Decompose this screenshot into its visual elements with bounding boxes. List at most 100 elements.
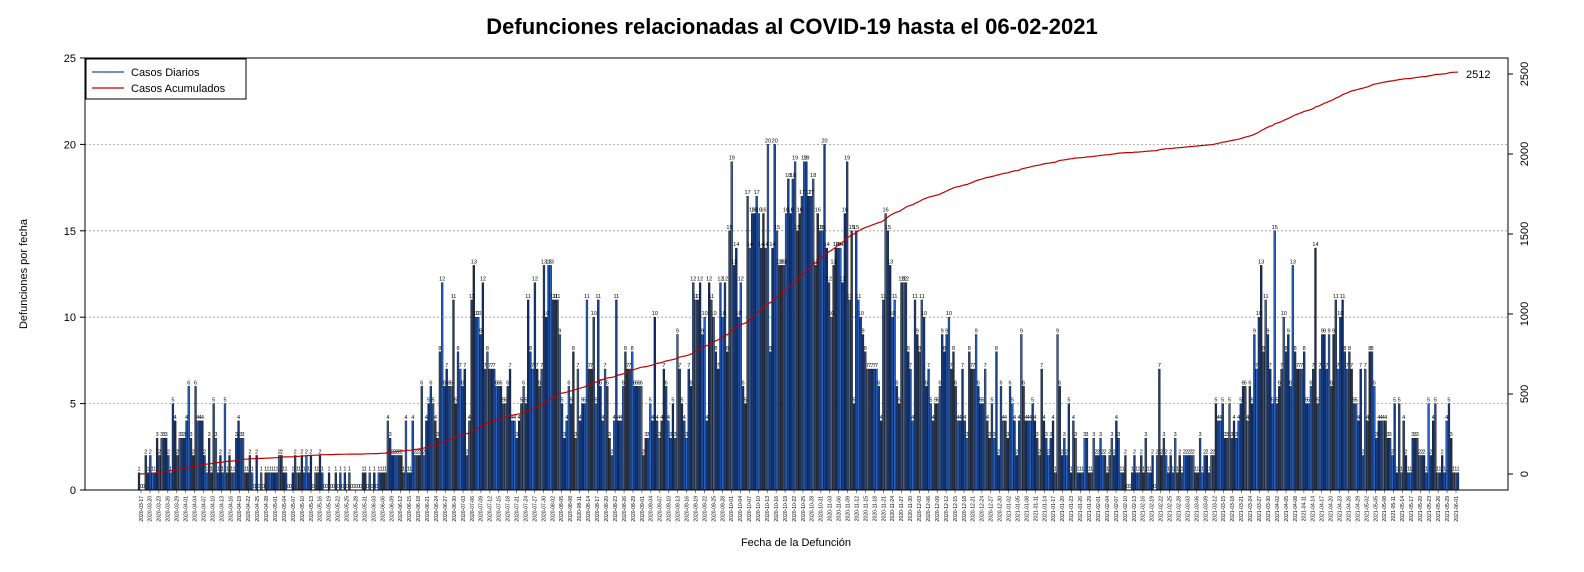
bar [495, 386, 498, 491]
bar-value-label: 10 [735, 311, 741, 317]
bar-value-label: 6 [447, 380, 450, 386]
bar-value-label: 11 [1333, 294, 1339, 300]
bar-value-label: 6 [925, 380, 928, 386]
bar [241, 437, 245, 491]
bar [855, 230, 858, 491]
bar-value-label: 12 [717, 277, 723, 283]
bar-value-label: 7 [1312, 363, 1315, 369]
bar-value-label: 3 [988, 432, 991, 438]
x-tick-label: 2021-02-04 [1105, 496, 1111, 522]
bar [637, 386, 641, 491]
bar-value-label: 6 [506, 380, 509, 386]
bar-value-label: 1 [328, 467, 331, 473]
bar-value-label: 10 [591, 311, 597, 317]
bar [934, 403, 937, 491]
bar-value-label: 14 [747, 242, 753, 248]
bar [658, 437, 661, 491]
bar [999, 386, 1003, 491]
bar-value-label: 2 [413, 449, 416, 455]
bar-value-label: 2 [1169, 449, 1172, 455]
bar-value-label: 7 [493, 363, 496, 369]
bar [558, 334, 561, 491]
bar-value-label: 4 [1033, 415, 1036, 421]
x-tick-label: 2020-09-04 [649, 496, 655, 522]
bar [839, 247, 842, 491]
bar-value-label: 15 [726, 225, 732, 231]
plot-frame [84, 57, 1509, 491]
bar-value-label: 8 [907, 346, 910, 352]
bar-value-label: 0 [341, 484, 344, 490]
bar-value-label: 4 [237, 415, 240, 421]
bar-value-label: 9 [1266, 328, 1269, 334]
bar [1280, 368, 1283, 491]
x-tick-label: 2020-04-01 [184, 496, 190, 522]
bar-value-label: 3 [1199, 432, 1202, 438]
bar [1395, 472, 1399, 491]
bar [194, 386, 197, 491]
bar-value-label: 2 [1429, 449, 1432, 455]
bar-value-label: 3 [1085, 432, 1088, 438]
bar-value-label: 12 [722, 277, 728, 283]
bar-value-label: 4 [963, 415, 966, 421]
bar-value-label: 1 [382, 467, 385, 473]
bar-value-label: 1 [1076, 467, 1079, 473]
bar-value-label: 16 [751, 208, 757, 214]
x-tick-label: 2020-08-14 [586, 496, 592, 522]
bar [1208, 472, 1211, 491]
bar [816, 213, 819, 491]
x-tick-label: 2020-06-09 [389, 496, 395, 522]
bar-value-label: 14 [824, 242, 830, 248]
x-tick-label: 2020-09-16 [684, 496, 690, 522]
bar-value-label: 3 [156, 432, 159, 438]
bar [1323, 334, 1326, 491]
bar [474, 317, 478, 491]
bar-value-label: 14 [758, 242, 764, 248]
bar-value-label: 0 [289, 484, 292, 490]
bar [1293, 351, 1297, 491]
bar [1146, 472, 1150, 491]
bar-value-label: 8 [1294, 346, 1297, 352]
bar [481, 282, 485, 491]
bar [1097, 455, 1100, 491]
bar-value-label: 10 [652, 311, 658, 317]
bar [701, 334, 704, 491]
bar [178, 437, 181, 491]
bar [814, 265, 817, 491]
bar [493, 368, 496, 491]
bar [705, 420, 708, 491]
x-tick-label: 2021-04-08 [1293, 496, 1299, 522]
bar-value-label: 6 [1289, 380, 1292, 386]
bar [665, 386, 668, 491]
bar-value-label: 4 [656, 415, 659, 421]
bar-value-label: 6 [443, 380, 446, 386]
bar [183, 437, 186, 491]
bar [1241, 386, 1245, 491]
bar-value-label: 0 [355, 484, 358, 490]
bar-value-label: 3 [1235, 432, 1238, 438]
bar-value-label: 2 [1212, 449, 1215, 455]
bar-value-label: 2 [398, 449, 401, 455]
bar [1060, 455, 1064, 491]
bar-value-label: 16 [842, 208, 848, 214]
x-tick-label: 2020-12-12 [944, 496, 950, 522]
x-tick-label: 2020-04-07 [201, 496, 207, 522]
bar-value-label: 13 [1258, 259, 1264, 265]
bar [588, 368, 591, 491]
bar [572, 351, 575, 491]
bar-value-label: 19 [792, 156, 798, 162]
x-tick-label: 2021-02-10 [1123, 496, 1129, 522]
bar-value-label: 5 [594, 398, 597, 404]
bar [601, 420, 604, 491]
bar-value-label: 14 [763, 242, 769, 248]
bar [1219, 420, 1222, 491]
bar-value-label: 2 [393, 449, 396, 455]
bar [884, 213, 887, 491]
bar [1122, 472, 1125, 491]
bar [882, 299, 885, 491]
bar [1174, 437, 1177, 491]
bar [784, 213, 788, 491]
bar [563, 437, 566, 491]
bar-value-label: 4 [1382, 415, 1385, 421]
x-tick-label: 2020-04-13 [219, 496, 225, 522]
bar-value-label: 3 [165, 432, 168, 438]
